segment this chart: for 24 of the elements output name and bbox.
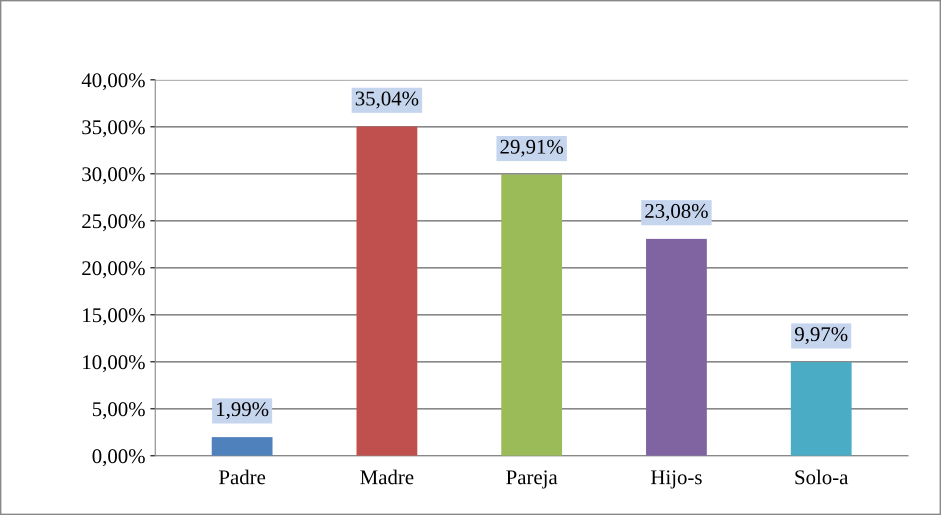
data-label: 35,04%	[356, 91, 418, 109]
y-tick-label: 35,00%	[82, 120, 145, 138]
data-label: 9,97%	[794, 327, 848, 344]
y-tick-label: 15,00%	[83, 308, 145, 326]
y-tick-label: 10,00%	[83, 355, 145, 372]
bar	[790, 362, 852, 456]
y-tick-label: 0,00%	[92, 449, 145, 466]
x-tick-label: Padre	[219, 470, 266, 484]
bar	[646, 238, 707, 456]
data-label: 23,08%	[645, 204, 708, 221]
x-tick-label: Madre	[360, 470, 414, 484]
y-tick-label: 40,00%	[82, 73, 145, 90]
y-tick-label: 5,00%	[92, 402, 145, 420]
bar	[356, 126, 418, 456]
x-tick-label: Solo-a	[795, 470, 848, 484]
y-tick-label: 20,00%	[82, 261, 145, 278]
bar	[501, 174, 562, 456]
data-label: 1,99%	[217, 402, 268, 420]
y-tick-label: 25,00%	[82, 214, 145, 232]
bar	[212, 437, 273, 456]
data-label: 29,91%	[500, 140, 564, 157]
x-tick-label: Hijo-s	[650, 470, 702, 489]
y-tick-label: 30,00%	[82, 167, 145, 184]
x-tick-label: Pareja	[506, 470, 558, 489]
